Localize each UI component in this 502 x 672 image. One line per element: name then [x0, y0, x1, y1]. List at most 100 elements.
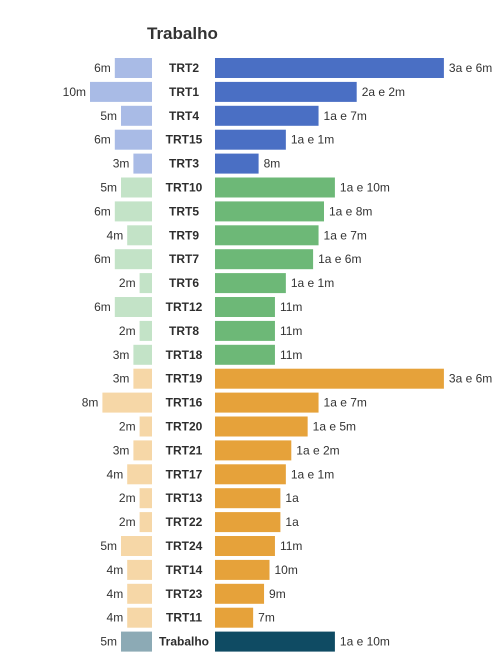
left-label-trt14: 4m — [107, 563, 124, 577]
right-label-trt18: 11m — [280, 348, 302, 362]
category-label-trt5: TRT5 — [169, 204, 199, 218]
left-label-trt16: 8m — [82, 396, 99, 410]
left-label-trt21: 3m — [113, 443, 130, 457]
category-label-trt18: TRT18 — [166, 348, 203, 362]
left-bar-trt21 — [133, 440, 152, 461]
right-label-trt1: 2a e 2m — [362, 85, 405, 99]
left-bar-trt24 — [121, 536, 152, 556]
category-label-trt8: TRT8 — [169, 324, 199, 338]
right-label-trt19: 3a e 6m — [449, 372, 492, 386]
right-label-trt9: 1a e 7m — [324, 228, 367, 242]
category-label-trt21: TRT21 — [166, 443, 203, 457]
left-bar-trt5 — [114, 201, 152, 222]
right-label-trt12: 11m — [280, 300, 302, 314]
category-label-trt12: TRT12 — [166, 300, 203, 314]
category-label-trt22: TRT22 — [166, 515, 203, 529]
right-bar-trt2 — [215, 58, 444, 78]
right-bar-trt23 — [215, 583, 265, 604]
right-bar-trt22 — [215, 512, 281, 533]
right-label-trt6: 1a e 1m — [291, 276, 334, 290]
left-label-trt2: 6m — [94, 61, 111, 75]
right-bar-trt10 — [215, 177, 335, 198]
chart-title: Trabalho — [147, 24, 218, 43]
left-label-trt19: 3m — [113, 372, 130, 386]
right-label-trt4: 1a e 7m — [324, 109, 367, 123]
left-bar-trt22 — [139, 512, 152, 533]
category-label-trt20: TRT20 — [166, 420, 203, 434]
category-label-trt14: TRT14 — [166, 563, 203, 577]
left-bar-trt16 — [102, 392, 152, 413]
left-bar-trt12 — [114, 297, 152, 317]
right-bar-trt14 — [215, 559, 270, 580]
right-label-trt20: 1a e 5m — [313, 420, 356, 434]
right-bar-trt19 — [215, 368, 444, 389]
category-label-trt7: TRT7 — [169, 252, 199, 266]
right-label-trt16: 1a e 7m — [324, 396, 367, 410]
category-label-trt11: TRT11 — [166, 611, 202, 625]
category-label-trt15: TRT15 — [166, 133, 203, 147]
left-label-trt22: 2m — [119, 515, 136, 529]
left-label-trt9: 4m — [107, 228, 124, 242]
right-bar-trt9 — [215, 225, 319, 246]
right-label-trt8: 11m — [280, 324, 302, 338]
right-bar-trt18 — [215, 344, 275, 365]
left-bar-trt7 — [114, 249, 152, 270]
right-label-trt10: 1a e 10m — [340, 181, 390, 195]
category-label-trabalho: Trabalho — [159, 635, 209, 649]
category-label-trt6: TRT6 — [169, 276, 199, 290]
category-label-trt3: TRT3 — [169, 157, 199, 171]
left-bar-trabalho — [121, 631, 152, 652]
left-bar-trt3 — [133, 153, 152, 174]
right-bar-trt5 — [215, 201, 324, 222]
left-label-trt8: 2m — [119, 324, 136, 338]
left-label-trt18: 3m — [113, 348, 130, 362]
left-bar-trt9 — [127, 225, 152, 246]
category-label-trt4: TRT4 — [169, 109, 199, 123]
left-label-trt15: 6m — [94, 133, 111, 147]
right-label-trt13: 1a — [285, 491, 299, 505]
left-label-trt7: 6m — [94, 252, 111, 266]
right-label-trt15: 1a e 1m — [291, 133, 334, 147]
category-label-trt24: TRT24 — [166, 539, 203, 553]
category-label-trt13: TRT13 — [166, 491, 203, 505]
left-bar-trt1 — [90, 81, 152, 102]
left-label-trt20: 2m — [119, 420, 136, 434]
left-label-trt23: 4m — [107, 587, 124, 601]
right-bar-trt6 — [215, 273, 286, 294]
left-bar-trt18 — [133, 344, 152, 365]
category-label-trt17: TRT17 — [166, 467, 203, 481]
right-bar-trt13 — [215, 488, 281, 509]
right-bar-trt4 — [215, 105, 319, 126]
right-bar-trt21 — [215, 440, 292, 461]
left-bar-trt19 — [133, 368, 152, 389]
left-label-trt1: 10m — [63, 85, 86, 99]
left-label-trt5: 6m — [94, 204, 111, 218]
right-label-trt24: 11m — [280, 539, 302, 553]
right-bar-trabalho — [215, 631, 335, 652]
left-bar-trt17 — [127, 464, 152, 485]
right-label-trt2: 3a e 6m — [449, 61, 492, 75]
left-label-trt13: 2m — [119, 491, 136, 505]
left-label-trt12: 6m — [94, 300, 111, 314]
right-label-trt7: 1a e 6m — [318, 252, 361, 266]
right-label-trt11: 7m — [258, 611, 275, 625]
category-label-trt16: TRT16 — [166, 396, 203, 410]
right-label-trt23: 9m — [269, 587, 286, 601]
left-label-trt11: 4m — [107, 611, 124, 625]
category-label-trt1: TRT1 — [169, 85, 199, 99]
right-bar-trt3 — [215, 153, 259, 174]
category-label-trt19: TRT19 — [166, 372, 203, 386]
right-label-trt21: 1a e 2m — [296, 443, 339, 457]
right-bar-trt24 — [215, 536, 275, 556]
left-bar-trt14 — [127, 559, 152, 580]
right-bar-trt7 — [215, 249, 314, 270]
right-label-trabalho: 1a e 10m — [340, 635, 390, 649]
category-label-trt10: TRT10 — [166, 181, 203, 195]
left-bar-trt10 — [121, 177, 152, 198]
category-label-trt23: TRT23 — [166, 587, 203, 601]
right-bar-trt20 — [215, 416, 308, 437]
left-bar-trt11 — [127, 607, 152, 628]
left-bar-trt6 — [139, 273, 152, 294]
